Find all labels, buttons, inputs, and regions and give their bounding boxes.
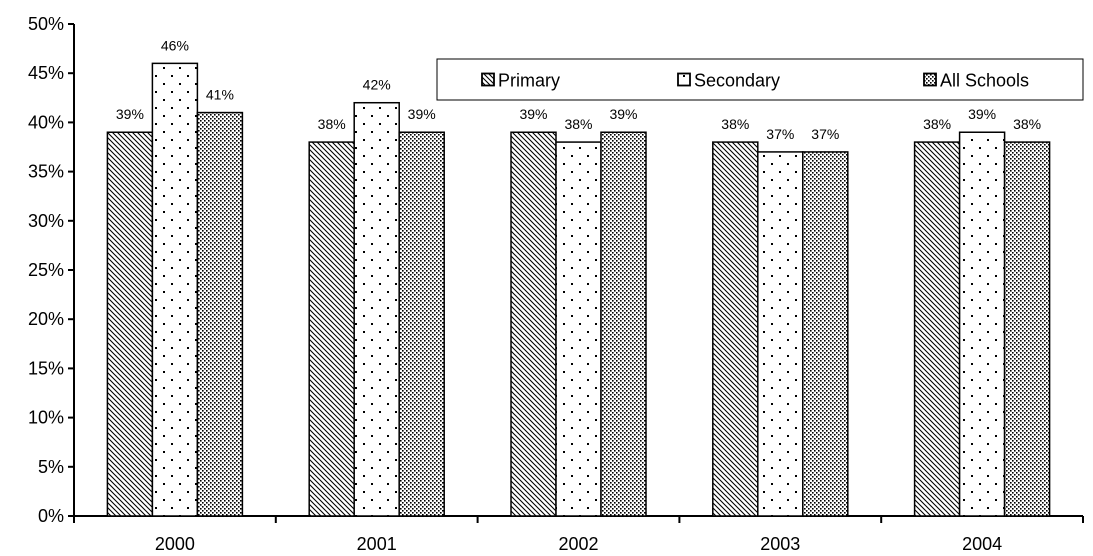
data-label: 38% [923,116,951,132]
y-tick-label: 40% [28,112,64,132]
bar-all-schools [398,131,445,517]
legend-label: All Schools [940,71,1029,91]
x-tick-label: 2004 [962,534,1002,554]
bar-primary [913,141,961,517]
bar-primary [308,141,355,517]
y-tick-label: 5% [38,457,64,477]
data-label: 38% [1013,116,1041,132]
y-tick-label: 10% [28,408,64,428]
bar-all-schools [600,131,647,517]
y-tick-label: 15% [28,358,64,378]
data-label: 39% [968,106,996,122]
data-label: 37% [766,126,794,142]
bar-secondary [151,62,199,517]
axes: 0% 5% 10% 15% 20% 25% 30% 35% 40% 45% 50% 2000 2001 2… [28,14,1084,554]
data-labels: 39% 46% 41% 38% 42% 39% 39% 38% 39% 38% 37% 37% 38% 3… [116,37,1041,142]
legend-swatch [481,72,495,87]
x-tick-label: 2001 [357,534,397,554]
bar-all-schools [196,111,244,517]
data-label: 42% [363,77,391,93]
bar-all-schools [1003,141,1051,517]
legend: Primary Secondary All Schools [436,58,1084,101]
data-label: 41% [206,87,234,103]
legend-label: Primary [498,71,560,91]
y-tick-label: 30% [28,211,64,231]
x-tick-label: 2003 [760,534,800,554]
data-label: 38% [721,116,749,132]
legend-box [436,58,1084,101]
legend-swatch [923,72,937,87]
y-tick-label: 25% [28,260,64,280]
data-label: 39% [408,106,436,122]
bar-primary [106,131,154,517]
data-label: 39% [519,106,547,122]
y-tick-label: 50% [28,14,64,34]
bar-primary [712,141,759,517]
data-label: 37% [811,126,839,142]
data-label: 38% [564,116,592,132]
legend-swatch [677,72,691,87]
bar-primary [510,131,557,517]
data-label: 39% [609,106,637,122]
bars [106,62,1051,517]
x-tick-label: 2000 [155,534,195,554]
data-label: 38% [318,116,346,132]
y-tick-label: 20% [28,309,64,329]
legend-label: Secondary [694,71,780,91]
bar-secondary [353,101,400,517]
bar-secondary [757,151,804,517]
x-tick-label: 2002 [558,534,598,554]
data-label: 46% [161,37,189,53]
y-tick-label: 45% [28,63,64,83]
y-tick-label: 35% [28,162,64,182]
bar-all-schools [802,151,849,517]
y-tick-label: 0% [38,506,64,526]
bar-secondary [555,141,602,517]
bar-secondary [958,131,1006,517]
data-label: 39% [116,106,144,122]
